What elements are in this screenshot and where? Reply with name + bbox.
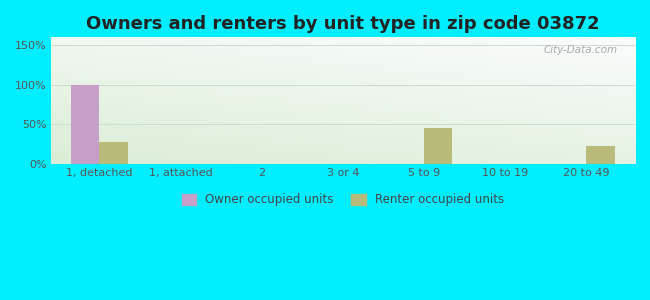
Legend: Owner occupied units, Renter occupied units: Owner occupied units, Renter occupied un… <box>177 189 509 211</box>
Bar <box>586 146 615 164</box>
Bar <box>99 142 128 164</box>
Bar <box>71 85 99 164</box>
Title: Owners and renters by unit type in zip code 03872: Owners and renters by unit type in zip c… <box>86 15 600 33</box>
Bar <box>424 128 452 164</box>
Text: City-Data.com: City-Data.com <box>543 45 618 55</box>
